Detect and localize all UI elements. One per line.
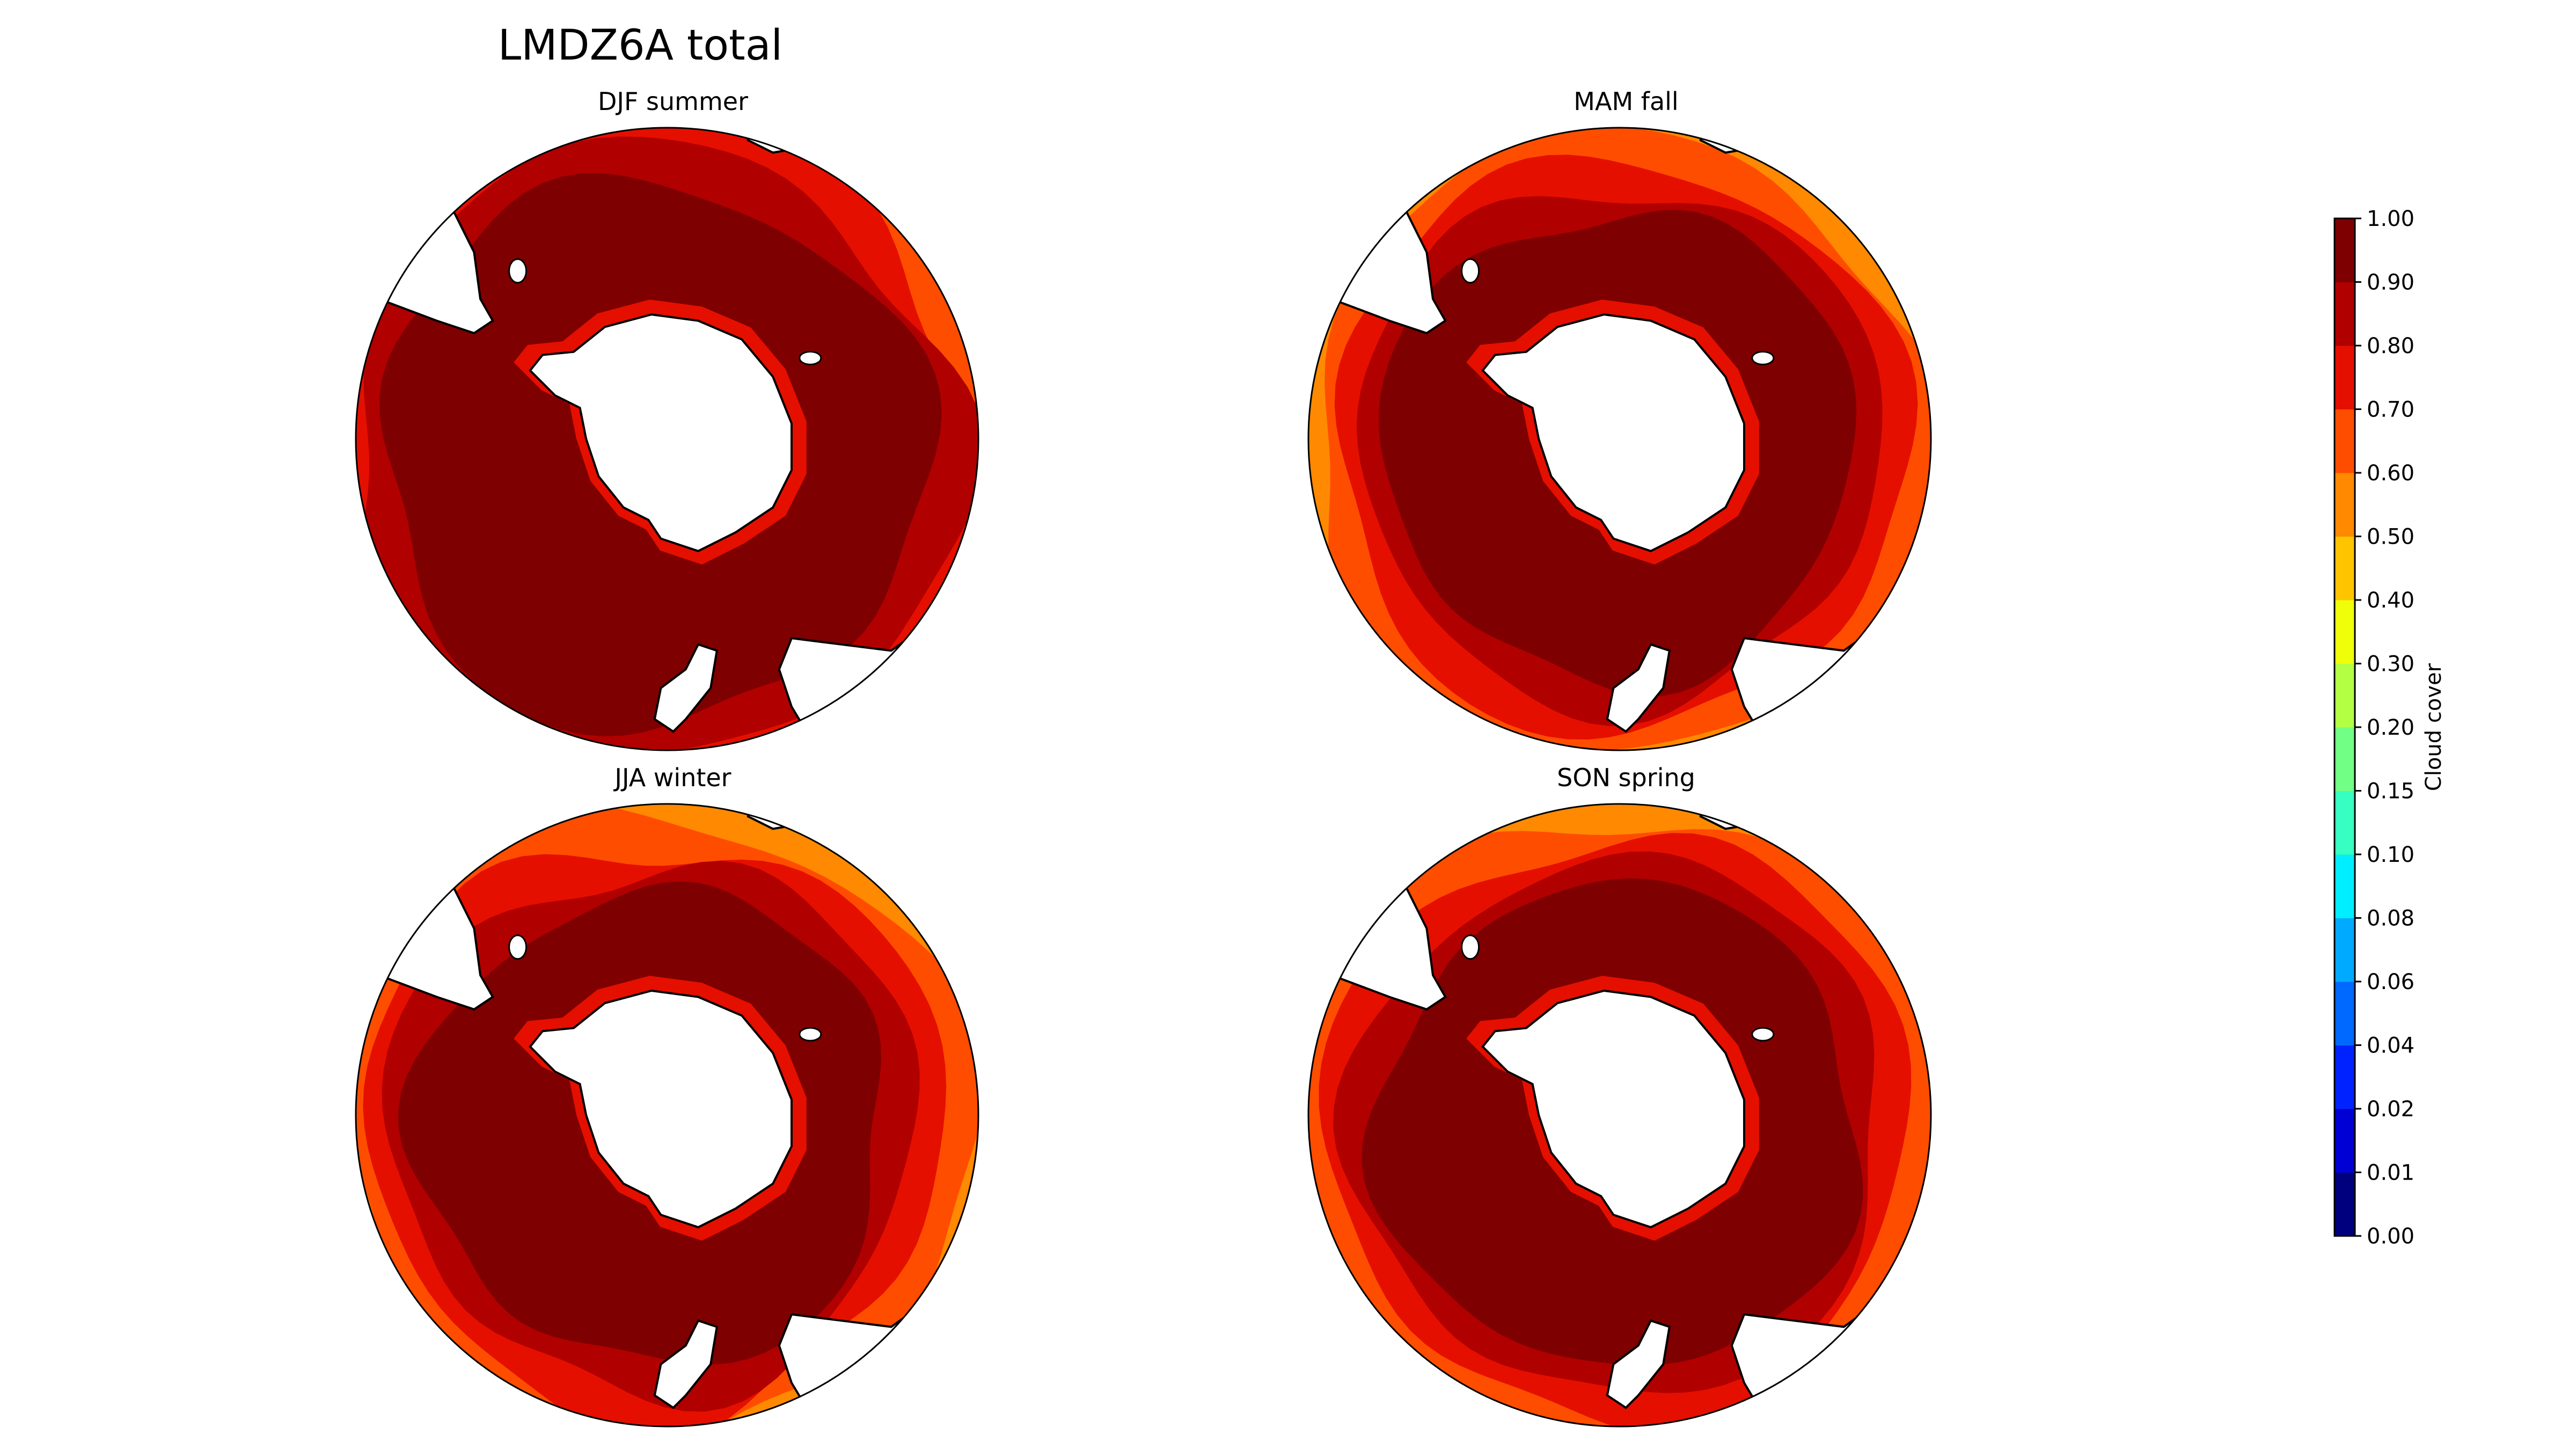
colorbar-tick-label: 0.70 xyxy=(2367,398,2414,422)
map-panel-djf xyxy=(355,127,979,751)
colorbar-tick-label: 0.90 xyxy=(2367,270,2414,295)
colorbar-segment xyxy=(2334,854,2355,918)
colorbar-segment xyxy=(2334,409,2355,473)
coastline-island xyxy=(1461,258,1480,284)
panel-title-djf: DJF summer xyxy=(597,87,749,116)
colorbar-tick-label: 0.15 xyxy=(2367,779,2414,804)
colorbar-tick-label: 0.02 xyxy=(2367,1097,2414,1122)
coastline-island xyxy=(1751,1027,1775,1042)
colorbar-tick-label: 0.08 xyxy=(2367,906,2414,931)
colorbar-segment xyxy=(2334,663,2355,728)
panel-title-son: SON spring xyxy=(1557,763,1695,792)
coastline-island xyxy=(1751,350,1775,365)
colorbar-tick-label: 0.30 xyxy=(2367,652,2414,677)
coastline-antarctica xyxy=(529,989,793,1228)
colorbar-segment xyxy=(2334,346,2355,409)
colorbar-segment xyxy=(2334,1109,2355,1173)
coastline-island xyxy=(1461,934,1480,960)
colorbar-segment xyxy=(2334,282,2355,346)
coastline-new-zealand xyxy=(653,1319,719,1409)
colorbar-tick-label: 1.00 xyxy=(2367,207,2414,231)
colorbar-segment xyxy=(2334,473,2355,537)
map-boundary xyxy=(1307,127,1932,751)
colorbar: 0.00 0.01 0.02 0.04 0.06 0.08 0.10 0.15 0.20 0.30… xyxy=(2333,207,2446,1249)
colorbar-segment xyxy=(2334,982,2355,1045)
colorbar-label: Cloud cover xyxy=(2421,663,2446,791)
coastline-antarctica xyxy=(529,313,793,552)
coastline-new-zealand xyxy=(1606,1319,1671,1409)
colorbar-segment xyxy=(2334,218,2355,282)
colorbar-tick-label: 0.80 xyxy=(2367,334,2414,358)
panel-title-jja: JJA winter xyxy=(614,763,731,792)
coastline-new-zealand xyxy=(1606,643,1671,733)
panel-title-mam: MAM fall xyxy=(1574,87,1679,116)
map-boundary xyxy=(355,803,979,1428)
colorbar-tick-label: 0.20 xyxy=(2367,715,2414,740)
colorbar-tick-label: 0.10 xyxy=(2367,843,2414,867)
coastline-island xyxy=(508,258,528,284)
map-panel-son xyxy=(1307,803,1932,1428)
colorbar-segment xyxy=(2334,791,2355,855)
colorbar-tick-label: 0.60 xyxy=(2367,461,2414,486)
colorbar-tick-label: 0.01 xyxy=(2367,1161,2414,1185)
colorbar-tick-label: 0.50 xyxy=(2367,525,2414,550)
colorbar-tick-label: 0.40 xyxy=(2367,588,2414,613)
colorbar-tick-label: 0.06 xyxy=(2367,970,2414,994)
colorbar-segment xyxy=(2334,727,2355,791)
coastline-island xyxy=(508,934,528,960)
colorbar-segment xyxy=(2334,600,2355,664)
colorbar-tick-label: 0.04 xyxy=(2367,1034,2414,1058)
colorbar-tick-label: 0.00 xyxy=(2367,1224,2414,1249)
colorbar-segment xyxy=(2334,1172,2355,1236)
coastline-island xyxy=(799,350,822,365)
coastline-new-zealand xyxy=(653,643,719,733)
coastline-island xyxy=(799,1027,822,1042)
colorbar-segment xyxy=(2334,918,2355,982)
figure-title: LMDZ6A total xyxy=(497,21,783,70)
coastline-antarctica xyxy=(1481,313,1745,552)
colorbar-segment xyxy=(2334,536,2355,601)
map-panel-mam xyxy=(1307,127,1932,751)
coastline-antarctica xyxy=(1481,989,1745,1228)
map-boundary xyxy=(1307,803,1932,1428)
colorbar-segment xyxy=(2334,1045,2355,1109)
map-panel-jja xyxy=(355,803,979,1428)
map-boundary xyxy=(355,127,979,751)
